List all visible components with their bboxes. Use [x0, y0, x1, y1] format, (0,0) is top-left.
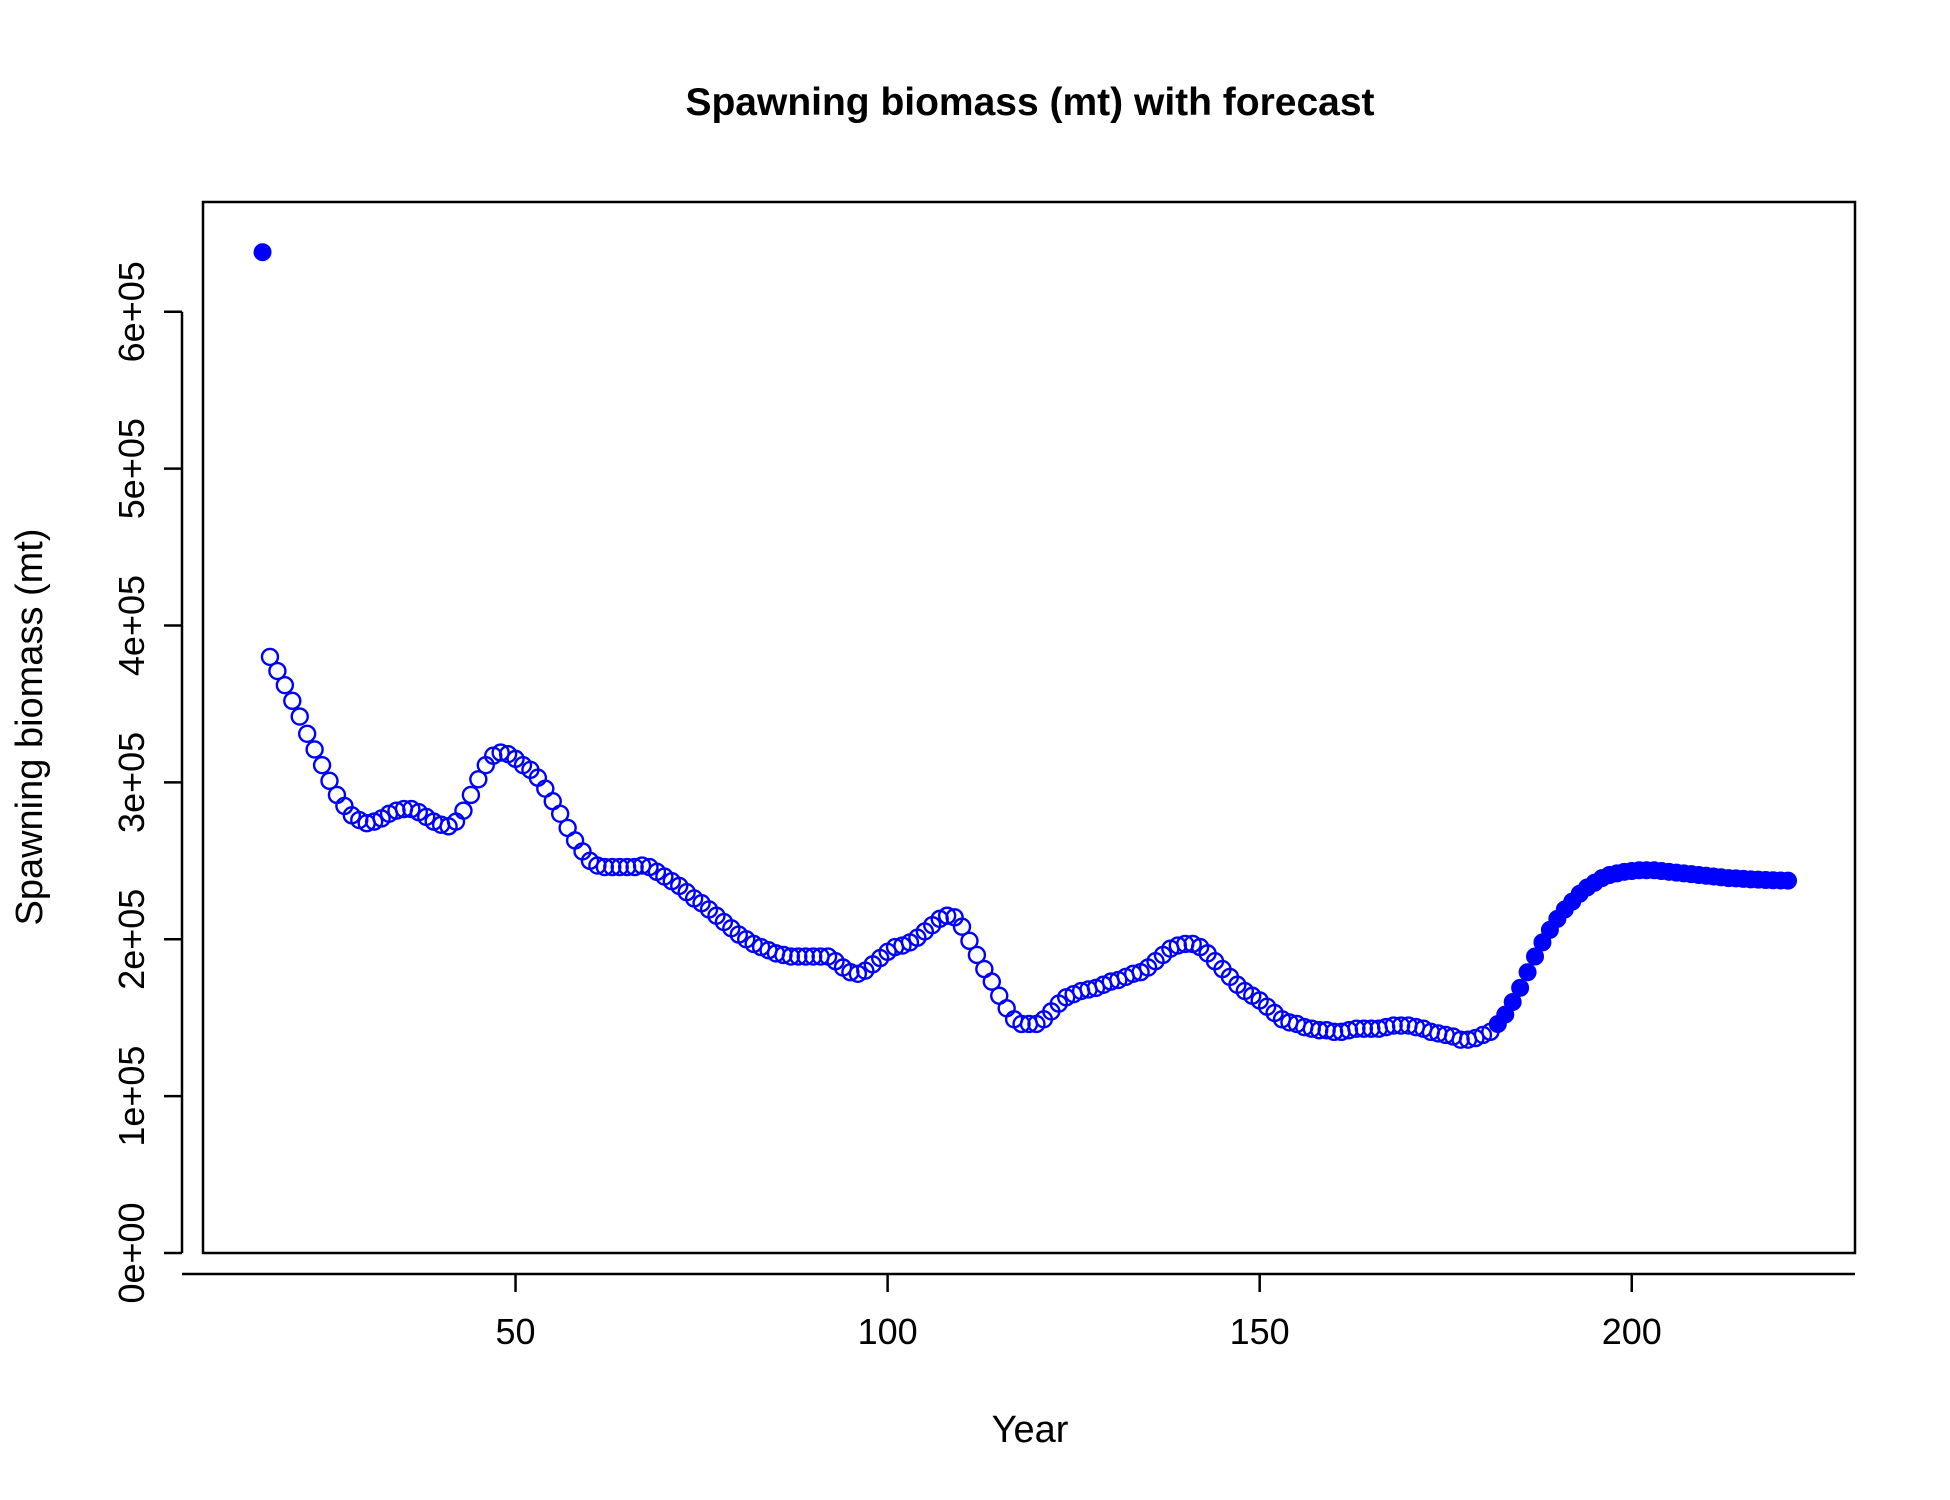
data-point-open — [952, 917, 972, 936]
data-point-open — [320, 771, 339, 791]
data-point-filled — [1503, 993, 1522, 1012]
data-point-open — [1123, 964, 1143, 983]
x-axis: 50 100 150 200 — [182, 1272, 1855, 1352]
data-point-filled — [1511, 978, 1530, 997]
x-axis-label: Year — [992, 1409, 1069, 1451]
x-tick-label: 50 — [496, 1311, 536, 1352]
data-point-open — [312, 755, 332, 775]
data-point-open — [275, 675, 295, 695]
y-tick-label: 3e+05 — [111, 732, 152, 833]
data-point-open — [632, 856, 652, 875]
data-point-filled — [1779, 871, 1798, 890]
data-point-open — [461, 785, 481, 805]
x-tick-label: 150 — [1230, 1311, 1290, 1352]
data-point-open — [937, 906, 957, 925]
data-point-open — [290, 707, 309, 726]
data-point-open — [491, 743, 510, 762]
data-point-open — [305, 740, 324, 759]
y-tick-label: 2e+05 — [111, 889, 152, 990]
y-tick-label: 0e+00 — [111, 1202, 152, 1303]
chart-title: Spawning biomass (mt) with forecast — [685, 81, 1374, 124]
x-tick-label: 100 — [858, 1311, 918, 1352]
data-point-open — [469, 770, 488, 789]
data-point-filled — [1526, 947, 1545, 966]
y-tick-label: 1e+05 — [111, 1046, 152, 1147]
data-point-filled — [1518, 963, 1537, 982]
data-point-open — [268, 661, 287, 681]
y-tick-label: 5e+05 — [111, 418, 152, 519]
data-point-open — [454, 801, 473, 820]
plot-frame — [201, 200, 1857, 1255]
y-tick-label: 4e+05 — [111, 575, 152, 676]
data-point-open — [967, 945, 987, 965]
y-axis-label: Spawning biomass (mt) — [9, 528, 51, 925]
x-tick-label: 200 — [1602, 1311, 1662, 1352]
data-point-open — [297, 724, 317, 743]
data-point-open — [550, 804, 570, 823]
data-point-filled — [253, 243, 272, 262]
data-point-open — [260, 647, 280, 667]
data-points — [253, 243, 1798, 1049]
y-tick-label: 6e+05 — [111, 261, 152, 362]
data-point-open — [982, 972, 1001, 991]
data-point-open — [960, 931, 979, 951]
y-axis: 0e+00 1e+05 2e+05 3e+05 4e+05 5e+05 6e+05 — [111, 261, 184, 1304]
data-point-open — [283, 691, 302, 711]
